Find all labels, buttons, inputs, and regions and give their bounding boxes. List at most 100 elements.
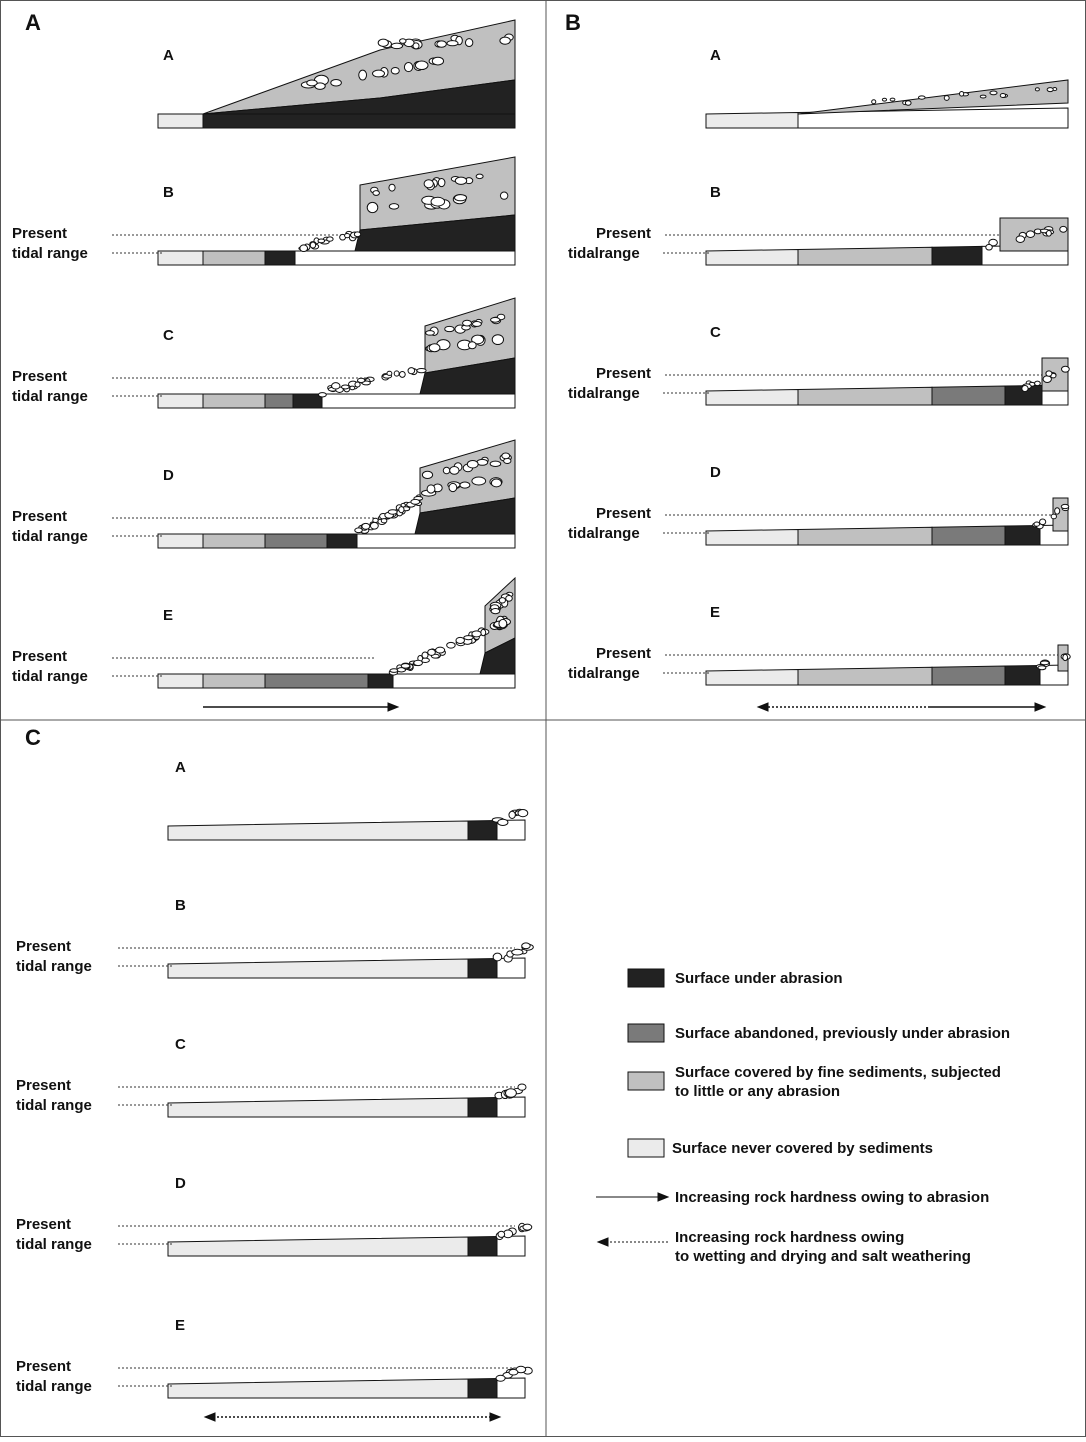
boulder xyxy=(354,232,360,237)
boulder xyxy=(944,96,949,101)
surface-segment xyxy=(295,251,515,265)
surface-segment xyxy=(468,1378,497,1398)
legend-text: Surface under abrasion xyxy=(675,970,843,987)
boulder xyxy=(373,70,385,77)
boulder xyxy=(437,41,447,47)
tidal-label: tidal range xyxy=(16,1378,92,1395)
boulder xyxy=(370,522,378,529)
boulder xyxy=(427,485,435,493)
boulder xyxy=(1046,230,1051,236)
boulder xyxy=(1035,88,1039,91)
stage-label: D xyxy=(710,464,721,481)
boulder xyxy=(388,510,397,515)
boulder xyxy=(1034,522,1040,526)
boulder xyxy=(498,819,508,825)
boulder xyxy=(1060,226,1067,232)
boulder xyxy=(408,368,415,374)
boulder xyxy=(1061,504,1069,508)
panel-label: B xyxy=(565,10,581,35)
surface-segment xyxy=(203,251,265,265)
boulder xyxy=(1051,514,1056,519)
figure: A A B Present tidal range C Present tidal range… xyxy=(0,0,1086,1437)
boulder xyxy=(355,528,363,533)
boulder xyxy=(465,39,472,47)
boulder xyxy=(499,619,507,627)
surface-segment xyxy=(706,112,798,128)
boulder xyxy=(318,393,326,397)
boulder xyxy=(512,949,523,955)
tidal-label: tidal range xyxy=(12,245,88,262)
boulder xyxy=(986,244,992,250)
boulder xyxy=(399,371,405,377)
surface-segment xyxy=(798,387,932,405)
boulder xyxy=(1000,94,1005,98)
tidal-label: Present xyxy=(12,368,67,385)
boulder xyxy=(464,636,473,640)
surface-segment xyxy=(1005,525,1040,545)
tidal-label: Present xyxy=(596,365,651,382)
surface-segment xyxy=(798,527,932,545)
boulder xyxy=(492,335,503,345)
boulder xyxy=(490,461,501,466)
tidal-label: tidalrange xyxy=(568,665,640,682)
boulder xyxy=(362,523,370,529)
boulder xyxy=(468,342,476,349)
boulder xyxy=(1035,381,1041,385)
legend-text: to little or any abrasion xyxy=(675,1083,840,1100)
boulder xyxy=(472,631,481,637)
boulder xyxy=(431,197,445,206)
boulder xyxy=(1016,236,1025,243)
boulder xyxy=(499,598,505,603)
boulder xyxy=(463,320,472,326)
boulder xyxy=(389,184,395,191)
boulder xyxy=(456,637,465,643)
legend-swatch xyxy=(628,1024,664,1042)
boulder xyxy=(990,91,997,95)
boulder xyxy=(429,344,440,352)
boulder xyxy=(481,629,486,635)
tidal-label: Present xyxy=(16,1077,71,1094)
boulder xyxy=(523,1224,532,1230)
boulder xyxy=(450,466,459,474)
boulder xyxy=(491,609,500,614)
boulder xyxy=(399,507,404,513)
boulder xyxy=(401,664,410,668)
boulder xyxy=(493,953,502,961)
surface-segment xyxy=(706,529,798,545)
stage-label: E xyxy=(175,1317,185,1334)
boulder xyxy=(506,595,513,601)
boulder xyxy=(491,317,500,322)
boulder xyxy=(1038,666,1046,670)
surface-segment xyxy=(203,674,265,688)
surface-segment xyxy=(932,666,1005,685)
surface-segment xyxy=(798,247,932,265)
legend-text: Surface abandoned, previously under abra… xyxy=(675,1025,1010,1042)
stage-label: A xyxy=(710,47,721,64)
boulder xyxy=(445,326,454,331)
stage-label: A xyxy=(163,47,174,64)
boulder xyxy=(872,100,876,104)
panel-label: C xyxy=(25,725,41,750)
boulder xyxy=(350,386,355,390)
legend-swatch xyxy=(628,1072,664,1090)
surface-segment xyxy=(203,114,515,128)
boulder xyxy=(443,467,450,473)
surface-segment xyxy=(706,389,798,405)
boulder xyxy=(381,519,387,523)
boulder xyxy=(496,1375,505,1381)
boulder xyxy=(1055,508,1060,514)
tidal-label: tidal range xyxy=(12,668,88,685)
boulder xyxy=(502,453,510,459)
tidal-label: Present xyxy=(12,225,67,242)
border xyxy=(1,1,1086,1437)
tidal-label: Present xyxy=(16,1358,71,1375)
boulder xyxy=(367,202,378,212)
surface-segment xyxy=(265,534,327,548)
boulder xyxy=(422,471,432,478)
boulder xyxy=(411,499,420,504)
boulder xyxy=(417,368,426,372)
surface-segment xyxy=(265,251,295,265)
boulder xyxy=(400,39,406,44)
boulder xyxy=(449,483,457,491)
tidal-label: tidal range xyxy=(12,388,88,405)
